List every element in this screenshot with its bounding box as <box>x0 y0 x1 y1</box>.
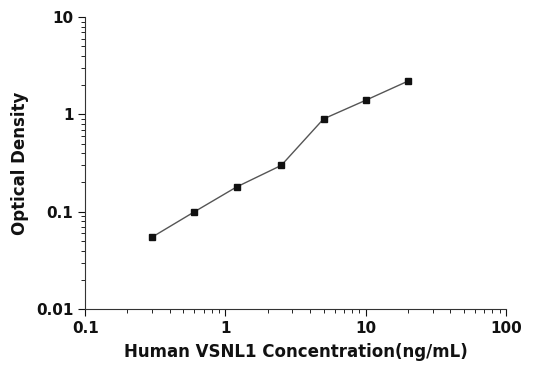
Y-axis label: Optical Density: Optical Density <box>11 92 29 235</box>
X-axis label: Human VSNL1 Concentration(ng/mL): Human VSNL1 Concentration(ng/mL) <box>124 343 467 361</box>
